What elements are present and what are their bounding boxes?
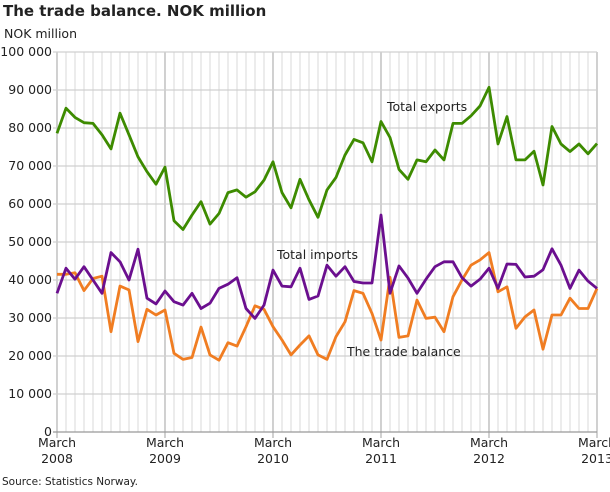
x-tick-month: March <box>578 435 610 450</box>
y-axis-label: NOK million <box>4 26 77 41</box>
series-label-exports: Total exports <box>386 99 467 114</box>
y-tick-label: 10 000 <box>8 386 52 401</box>
x-tick-month: March <box>146 435 184 450</box>
series-line-the-trade-balance <box>57 251 599 362</box>
series-lines <box>55 85 599 362</box>
series-label-trade-balance: The trade balance <box>346 344 461 359</box>
y-tick-label: 40 000 <box>8 272 52 287</box>
x-tick-month: March <box>254 435 292 450</box>
y-tick-label: 90 000 <box>8 82 52 97</box>
y-tick-label: 80 000 <box>8 120 52 135</box>
y-ticks: 0 10 000 20 000 30 000 40 000 50 000 60 000 70 … <box>0 44 52 439</box>
x-ticks: March2008March2009March2010March2011Marc… <box>38 435 610 466</box>
y-tick-label: 70 000 <box>8 158 52 173</box>
y-tick-label: 20 000 <box>8 348 52 363</box>
y-tick-label: 60 000 <box>8 196 52 211</box>
x-tick-year: 2011 <box>365 451 397 466</box>
y-tick-label: 30 000 <box>8 310 52 325</box>
x-tick-month: March <box>470 435 508 450</box>
x-tick-year: 2009 <box>149 451 181 466</box>
series-label-imports: Total imports <box>276 247 358 262</box>
x-tick-month: March <box>362 435 400 450</box>
series-line-total-exports <box>55 85 599 231</box>
y-tick-label: 50 000 <box>8 234 52 249</box>
source-note: Source: Statistics Norway. <box>2 476 138 488</box>
x-tick-year: 2012 <box>473 451 505 466</box>
x-tick-year: 2013 <box>581 451 610 466</box>
x-tick-year: 2008 <box>41 451 73 466</box>
y-tick-label: 0 <box>44 424 52 439</box>
series-line-total-imports <box>55 213 598 320</box>
y-tick-label: 100 000 <box>0 44 52 59</box>
x-tick-month: March <box>38 435 76 450</box>
grid <box>53 51 598 438</box>
chart-title: The trade balance. NOK million <box>3 2 266 20</box>
x-tick-year: 2010 <box>257 451 289 466</box>
